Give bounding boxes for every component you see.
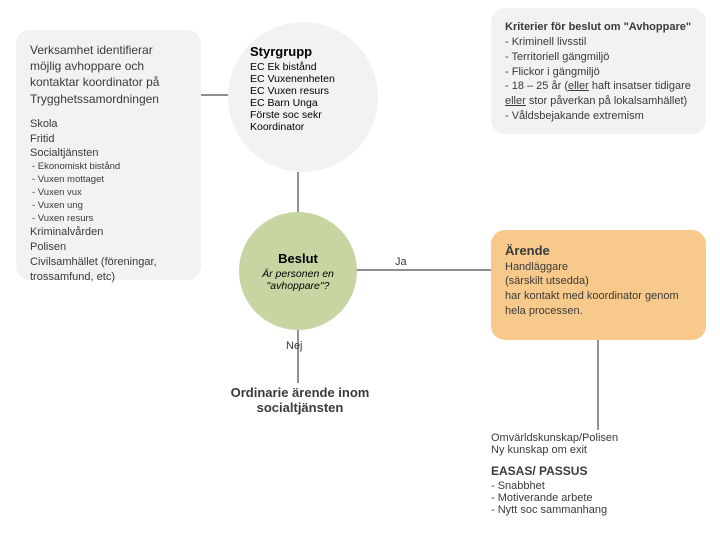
easas-l3: - Nytt soc sammanhang <box>491 504 706 516</box>
left-item-fritid: Fritid <box>30 132 187 147</box>
edge-ja-label: Ja <box>395 256 407 268</box>
kriterier-l4a: - 18 – 25 år ( <box>505 80 568 92</box>
styr-l1: EC Ek bistånd <box>250 61 360 73</box>
omvarld-text: Omvärldskunskap/Polisen Ny kunskap om ex… <box>491 432 706 456</box>
left-sub-5: - Vuxen resurs <box>32 213 187 226</box>
left-item-polisen: Polisen <box>30 240 187 255</box>
styr-l3: EC Vuxen resurs <box>250 85 360 97</box>
styr-l6: Koordinator <box>250 121 360 133</box>
kriterier-l2: - Territoriell gängmiljö <box>505 50 692 65</box>
bottom-right-block: Omvärldskunskap/Polisen Ny kunskap om ex… <box>491 432 706 516</box>
styr-l2: EC Vuxenenheten <box>250 73 360 85</box>
arende-title: Ärende <box>505 242 692 260</box>
styrgrupp-box: Styrgrupp EC Ek bistånd EC Vuxenenheten … <box>228 22 378 172</box>
left-sub-2: - Vuxen mottaget <box>32 174 187 187</box>
kriterier-l4u: eller <box>568 80 589 92</box>
kriterier-l4u2: eller <box>505 95 526 107</box>
left-sub-3: - Vuxen vux <box>32 187 187 200</box>
identify-header: Verksamhet identifierar möjlig avhoppare… <box>30 42 187 107</box>
styr-l4: EC Barn Unga <box>250 97 360 109</box>
arende-box: Ärende Handläggare (särskilt utsedda) ha… <box>491 230 706 340</box>
edge-nej-label: Nej <box>286 340 303 352</box>
kriterier-box: Kriterier för beslut om "Avhoppare" - Kr… <box>491 8 706 134</box>
easas-l2: - Motiverande arbete <box>491 492 706 504</box>
kriterier-l1: - Kriminell livsstil <box>505 35 692 50</box>
styrgrupp-title: Styrgrupp <box>250 44 360 59</box>
styr-l5: Förste soc sekr <box>250 109 360 121</box>
left-item-kriminal: Kriminalvården <box>30 225 187 240</box>
kriterier-l3: - Flickor i gängmiljö <box>505 65 692 80</box>
left-sub-1: - Ekonomiskt bistånd <box>32 161 187 174</box>
arende-body: Handläggare (särskilt utsedda) har konta… <box>505 260 692 319</box>
left-item-skola: Skola <box>30 117 187 132</box>
beslut-title: Beslut <box>278 251 318 266</box>
left-sub-4: - Vuxen ung <box>32 200 187 213</box>
kriterier-l4: - 18 – 25 år (eller haft insatser tidiga… <box>505 79 692 109</box>
ordinarie-label: Ordinarie ärende inom socialtjänsten <box>205 385 395 415</box>
easas-l1: - Snabbhet <box>491 480 706 492</box>
left-item-civil: Civilsamhället (föreningar, trossamfund,… <box>30 255 187 285</box>
identify-box: Verksamhet identifierar möjlig avhoppare… <box>16 30 201 280</box>
kriterier-l4c: stor påverkan på lokalsamhället) <box>526 95 687 107</box>
beslut-sub: Är personen en "avhoppare"? <box>247 268 349 292</box>
easas-title: EASAS/ PASSUS <box>491 464 706 478</box>
kriterier-title: Kriterier för beslut om "Avhoppare" <box>505 20 692 35</box>
kriterier-l4b: haft insatser tidigare <box>589 80 691 92</box>
left-item-social: Socialtjänsten <box>30 146 187 161</box>
kriterier-l5: - Våldsbejakande extremism <box>505 109 692 124</box>
beslut-node: Beslut Är personen en "avhoppare"? <box>239 212 357 330</box>
